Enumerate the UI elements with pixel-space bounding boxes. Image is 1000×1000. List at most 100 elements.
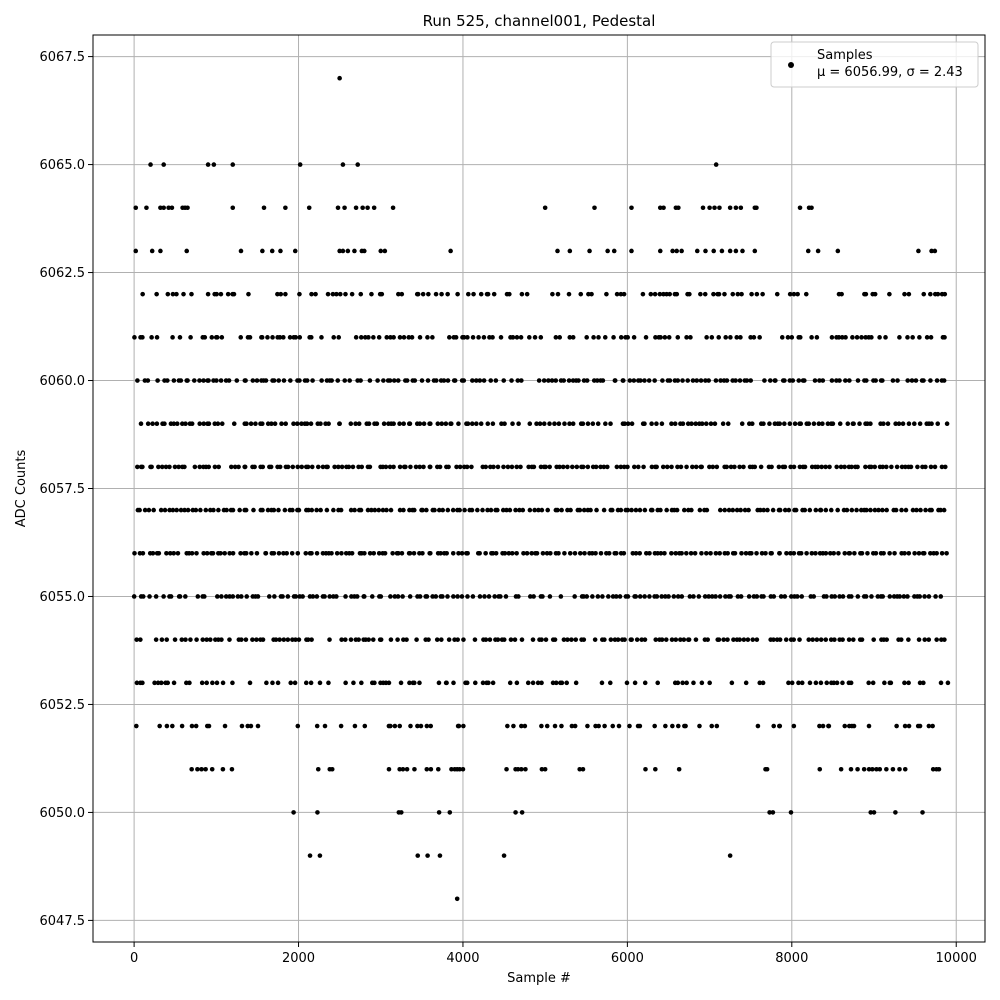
data-point — [325, 464, 330, 470]
data-point — [639, 637, 644, 642]
data-point — [527, 594, 533, 599]
data-point — [439, 421, 445, 427]
data-point — [452, 378, 458, 383]
data-point — [501, 378, 507, 383]
data-point — [757, 335, 762, 340]
data-point — [415, 723, 420, 729]
data-point — [508, 637, 514, 642]
data-point — [737, 464, 742, 470]
data-point — [573, 680, 579, 686]
data-point — [290, 507, 295, 513]
data-point — [567, 421, 572, 427]
data-point — [547, 594, 553, 599]
data-point — [518, 335, 524, 340]
data-point — [754, 291, 760, 297]
data-point — [664, 464, 670, 470]
data-point — [850, 637, 856, 642]
data-point — [152, 680, 157, 686]
data-point — [825, 421, 831, 427]
data-point — [430, 594, 435, 599]
data-point — [564, 680, 570, 686]
data-point — [622, 421, 627, 427]
data-point — [670, 723, 675, 729]
data-point — [348, 421, 354, 427]
data-point — [194, 637, 199, 642]
data-point — [595, 594, 601, 599]
data-point — [646, 378, 652, 383]
data-point — [133, 205, 139, 211]
data-point — [332, 464, 337, 470]
data-point — [225, 291, 231, 297]
data-point — [921, 680, 926, 686]
data-point — [832, 594, 838, 599]
data-point — [426, 637, 431, 642]
data-point — [890, 766, 896, 772]
data-point — [837, 421, 843, 427]
data-point — [449, 766, 454, 772]
data-point — [851, 723, 857, 729]
data-point — [798, 421, 804, 427]
data-point — [581, 637, 587, 642]
data-point — [679, 594, 685, 599]
data-point — [679, 550, 684, 556]
data-point — [576, 378, 581, 383]
data-point — [436, 507, 442, 513]
data-point — [793, 507, 799, 513]
data-point — [567, 550, 573, 556]
data-point — [869, 335, 874, 340]
data-point — [491, 291, 497, 297]
data-point — [229, 766, 235, 772]
data-point — [824, 680, 830, 686]
data-point — [601, 507, 607, 513]
data-point — [602, 723, 607, 729]
data-point — [868, 507, 873, 513]
data-point — [812, 378, 818, 383]
data-point — [132, 335, 137, 340]
data-point — [444, 550, 449, 556]
data-point — [457, 464, 463, 470]
data-point — [365, 205, 370, 211]
data-point — [327, 637, 332, 642]
data-point — [680, 680, 685, 686]
data-point — [407, 421, 413, 427]
y-tick-label: 6055.0 — [40, 590, 86, 605]
data-point — [366, 637, 371, 642]
data-point — [195, 594, 201, 599]
data-point — [288, 378, 293, 383]
data-point — [206, 723, 212, 729]
data-point — [345, 248, 351, 254]
data-point — [519, 810, 525, 815]
data-point — [167, 507, 172, 513]
data-point — [432, 507, 437, 513]
data-point — [881, 421, 886, 427]
data-point — [265, 335, 270, 340]
data-point — [789, 680, 795, 686]
data-point — [183, 421, 188, 427]
data-point — [758, 464, 764, 470]
data-point — [777, 507, 783, 513]
data-point — [716, 291, 722, 297]
data-point — [485, 507, 490, 513]
data-point — [347, 378, 352, 383]
data-point — [648, 291, 654, 297]
data-point — [315, 766, 321, 772]
data-point — [483, 464, 489, 470]
data-point — [314, 723, 320, 729]
data-point — [809, 550, 815, 556]
data-point — [751, 335, 757, 340]
data-point — [397, 335, 403, 340]
chart-title: Run 525, channel001, Pedestal — [423, 12, 656, 30]
data-point — [728, 464, 734, 470]
data-point — [622, 637, 627, 642]
data-point — [230, 680, 235, 686]
data-point — [239, 594, 244, 599]
data-point — [840, 594, 846, 599]
data-point — [265, 507, 271, 513]
data-point — [295, 723, 301, 729]
data-point — [717, 205, 722, 211]
data-point — [894, 464, 900, 470]
data-point — [165, 680, 171, 686]
data-point — [594, 378, 600, 383]
data-point — [550, 680, 556, 686]
data-point — [631, 335, 637, 340]
